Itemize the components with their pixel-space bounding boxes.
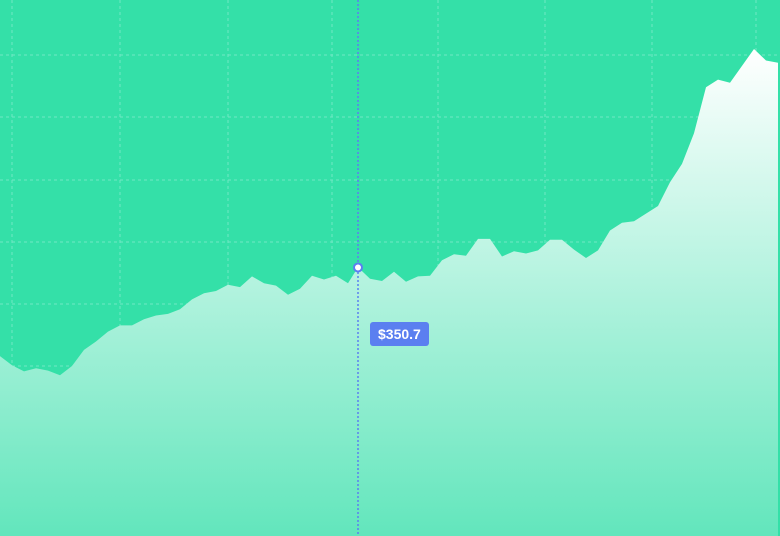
hover-point-marker: [353, 262, 363, 273]
price-area-series: [0, 49, 778, 536]
price-tooltip: $350.7: [370, 322, 429, 346]
